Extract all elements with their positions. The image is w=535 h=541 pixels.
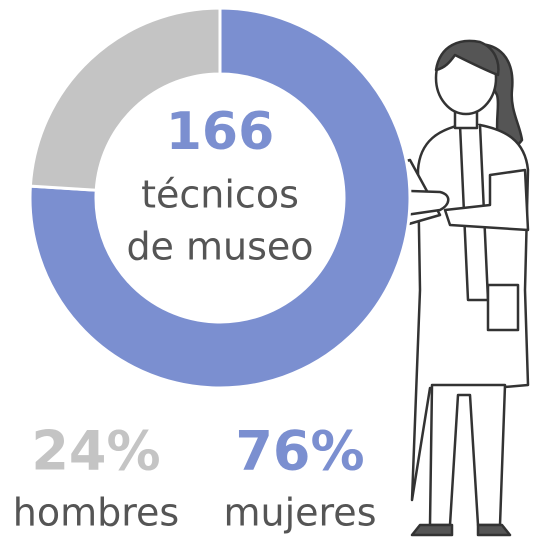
donut-segment: [30, 8, 220, 190]
center-label: técnicos: [141, 173, 299, 217]
value-label: 24%: [31, 420, 160, 483]
center-label: de museo: [126, 225, 313, 269]
center-total: 166: [166, 102, 275, 162]
value-label: 76%: [235, 420, 364, 483]
category-label: mujeres: [223, 491, 376, 535]
infographic: 166 técnicos de museo 76% mujeres 24% hombres: [0, 0, 535, 541]
category-label: hombres: [13, 491, 179, 535]
